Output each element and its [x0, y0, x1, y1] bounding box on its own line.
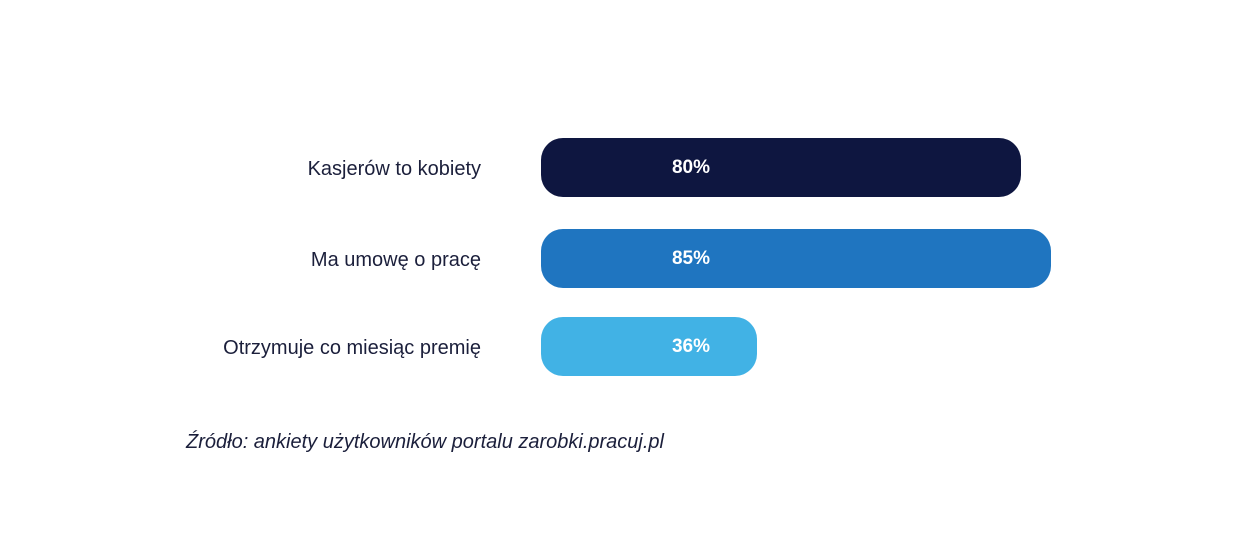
bar — [541, 138, 1021, 197]
bar — [541, 229, 1051, 288]
bar-value-label: 80% — [671, 157, 711, 178]
category-label: Kasjerów to kobiety — [307, 158, 481, 180]
bar-value-label: 85% — [671, 248, 711, 269]
bar — [541, 317, 757, 376]
bar-value-label: 36% — [671, 336, 711, 357]
category-label: Otrzymuje co miesiąc premię — [223, 337, 481, 359]
category-label: Ma umowę o pracę — [310, 249, 481, 271]
source-note: Źródło: ankiety użytkowników portalu zar… — [186, 431, 664, 453]
